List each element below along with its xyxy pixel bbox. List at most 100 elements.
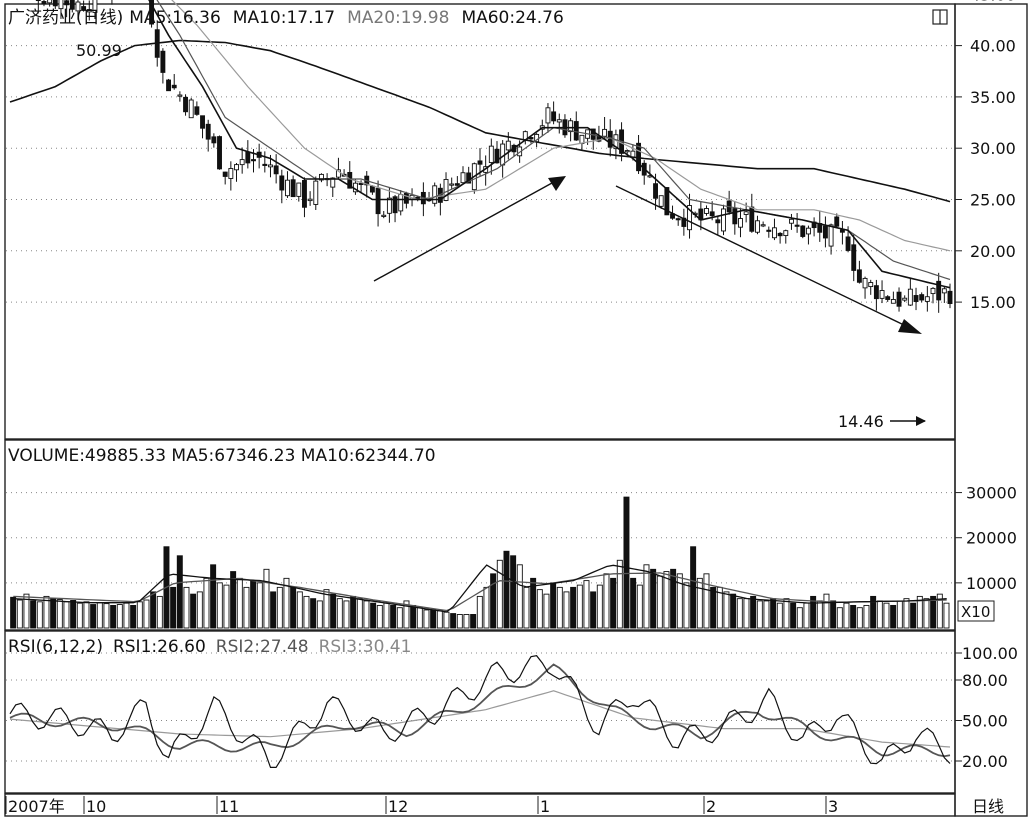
candle bbox=[92, 0, 98, 20]
volume-bar bbox=[530, 577, 537, 629]
candle bbox=[568, 118, 574, 142]
volume-bar bbox=[83, 601, 90, 629]
volume-bar bbox=[283, 577, 290, 629]
price-tick-label: 20.00 bbox=[970, 242, 1016, 261]
candle bbox=[556, 113, 562, 134]
candle bbox=[330, 177, 336, 198]
volume-bar bbox=[210, 564, 217, 629]
candle bbox=[228, 161, 234, 191]
candle bbox=[47, 0, 53, 7]
volume-bar bbox=[216, 582, 223, 629]
volume-bar bbox=[850, 604, 857, 629]
volume-bar bbox=[56, 599, 63, 629]
candle bbox=[86, 0, 92, 21]
volume-bar bbox=[336, 598, 343, 629]
volume-bar bbox=[543, 593, 550, 629]
candle bbox=[800, 225, 806, 239]
volume-bar bbox=[463, 614, 470, 629]
candle bbox=[755, 215, 760, 235]
volume-bar bbox=[870, 595, 877, 629]
volume-bar bbox=[736, 598, 743, 629]
volume-bar bbox=[930, 595, 937, 629]
candle bbox=[318, 173, 324, 183]
candle bbox=[307, 191, 313, 206]
date-label: 11 bbox=[219, 797, 239, 816]
candle bbox=[335, 157, 341, 179]
volume-bar bbox=[536, 589, 543, 629]
candle bbox=[279, 169, 285, 204]
candle bbox=[381, 210, 387, 219]
candle bbox=[896, 287, 902, 312]
rsi-readout-2: RSI2:27.48 bbox=[216, 637, 309, 657]
volume-bar bbox=[256, 582, 263, 629]
volume-bar bbox=[670, 568, 677, 629]
volume-bar bbox=[696, 577, 703, 629]
volume-bar bbox=[703, 573, 710, 629]
candle bbox=[302, 177, 307, 218]
candle bbox=[205, 119, 211, 152]
volume-bar bbox=[43, 595, 50, 629]
rsi-readout-1: RSI1:26.60 bbox=[113, 637, 206, 657]
volume-bar bbox=[110, 604, 117, 629]
volume-bar bbox=[803, 602, 810, 629]
volume-bar bbox=[710, 586, 717, 629]
volume-bar bbox=[590, 591, 597, 629]
high-price-label: 50.99 bbox=[76, 41, 122, 60]
candle bbox=[721, 204, 726, 236]
rsi-line-3 bbox=[9, 690, 951, 748]
volume-bar bbox=[490, 573, 497, 629]
volume-bar bbox=[483, 586, 490, 629]
volume-bar bbox=[323, 589, 330, 629]
volume-bar bbox=[810, 595, 817, 629]
volume-bar bbox=[90, 604, 97, 629]
volume-bar bbox=[550, 582, 557, 629]
date-axis-bar bbox=[4, 793, 956, 817]
candle bbox=[913, 287, 919, 311]
trend-down-arrow-icon bbox=[615, 185, 922, 334]
volume-bar bbox=[143, 599, 150, 629]
volume-bar bbox=[823, 593, 830, 629]
volume-bar bbox=[416, 607, 423, 629]
volume-bar bbox=[50, 598, 57, 629]
volume-bar bbox=[390, 604, 397, 629]
volume-unit-label: X10 bbox=[961, 603, 990, 621]
volume-bar bbox=[270, 591, 277, 629]
candle bbox=[873, 279, 879, 311]
volume-bar bbox=[243, 586, 250, 629]
candle bbox=[919, 292, 925, 303]
rsi-header: RSI(6,12,2) RSI1:26.60 RSI2:27.48 RSI3:30.4… bbox=[8, 637, 411, 657]
volume-bar bbox=[183, 586, 190, 629]
volume-tick-label: 30000 bbox=[966, 484, 1017, 503]
volume-bar bbox=[136, 601, 143, 629]
rsi-tick-label: 100.00 bbox=[962, 644, 1018, 663]
volume-bar bbox=[636, 584, 643, 629]
period-button[interactable]: 日线 bbox=[972, 797, 1004, 816]
candle bbox=[794, 213, 800, 233]
candle bbox=[273, 154, 279, 184]
candle bbox=[930, 287, 936, 304]
volume-bar bbox=[790, 602, 797, 629]
candle bbox=[760, 221, 766, 228]
axis-labels: 50.00 45.00 40.00 35.00 30.00 25.00 20.00 15.00… bbox=[5, 0, 1018, 816]
volume-bar bbox=[876, 600, 883, 629]
candle bbox=[715, 215, 721, 236]
candle bbox=[239, 147, 245, 174]
volume-bar bbox=[223, 584, 230, 629]
candle bbox=[879, 280, 885, 304]
candle bbox=[783, 229, 789, 244]
price-tick-label: 45.00 bbox=[970, 0, 1016, 4]
candle bbox=[738, 207, 743, 238]
date-label: 2007年 bbox=[8, 797, 65, 816]
price-tick-label: 15.00 bbox=[970, 293, 1016, 312]
volume-bar bbox=[176, 555, 183, 629]
volume-bar bbox=[936, 593, 943, 629]
date-label: 2 bbox=[706, 797, 716, 816]
volume-bar bbox=[616, 559, 623, 629]
volume-bar bbox=[830, 600, 837, 629]
volume-bar bbox=[776, 602, 783, 629]
square-window-icon[interactable] bbox=[932, 9, 948, 25]
price-plot bbox=[9, 0, 953, 313]
low-price-label: 14.46 bbox=[838, 412, 884, 431]
